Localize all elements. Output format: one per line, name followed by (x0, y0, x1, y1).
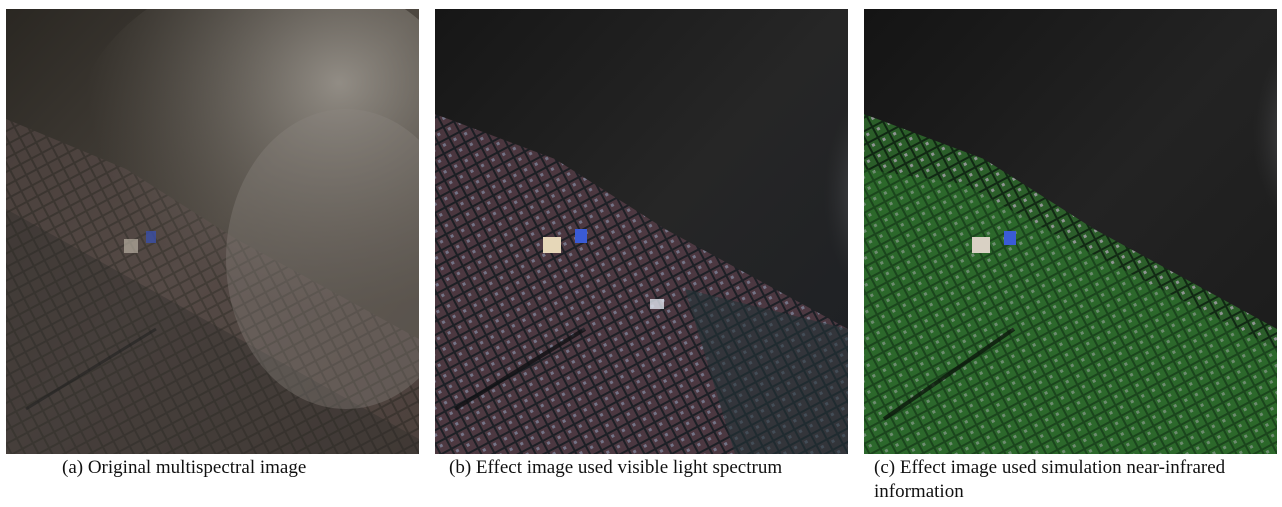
caption-c: (c) Effect image used simulation near-in… (874, 457, 1226, 502)
satellite-image-near-infrared (864, 9, 1277, 454)
caption-a: (a) Original multispectral image (62, 457, 307, 478)
panel-visible-light (435, 9, 848, 454)
satellite-image-original (6, 9, 419, 454)
caption-b: (b) Effect image used visible light spec… (449, 457, 783, 478)
panel-near-infrared (864, 9, 1277, 454)
panel-original-multispectral (6, 9, 419, 454)
satellite-image-visible-light (435, 9, 848, 454)
